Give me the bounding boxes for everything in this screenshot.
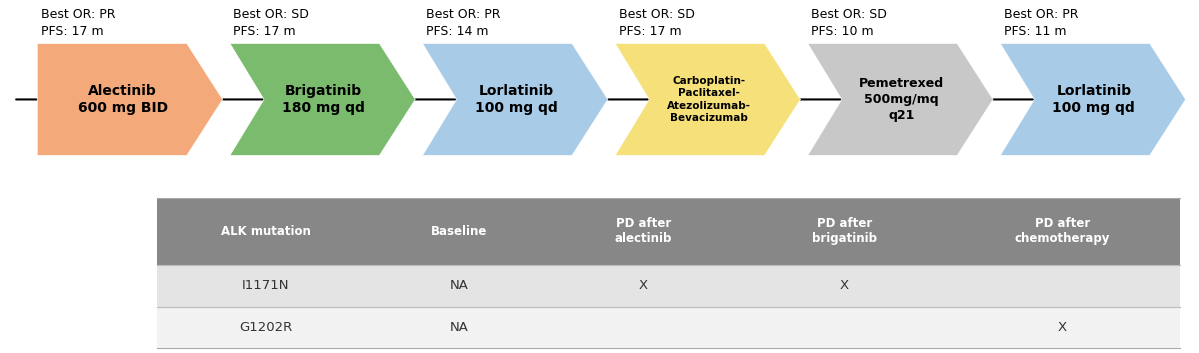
Text: X: X (839, 280, 849, 293)
Text: PFS: 17 m: PFS: 17 m (41, 25, 103, 38)
Text: PFS: 17 m: PFS: 17 m (619, 25, 681, 38)
Polygon shape (615, 43, 801, 155)
Text: Lorlatinib
100 mg qd: Lorlatinib 100 mg qd (1053, 84, 1135, 115)
Polygon shape (37, 43, 223, 155)
Text: X: X (1058, 321, 1067, 334)
Text: Carboplatin-
Paclitaxel-
Atezolizumab-
Bevacizumab: Carboplatin- Paclitaxel- Atezolizumab- B… (667, 76, 751, 123)
Text: Brigatinib
180 mg qd: Brigatinib 180 mg qd (282, 84, 364, 115)
Text: PFS: 17 m: PFS: 17 m (234, 25, 296, 38)
Text: NA: NA (450, 321, 468, 334)
Text: PD after
brigatinib: PD after brigatinib (812, 217, 876, 245)
Text: Best OR: PR: Best OR: PR (1004, 8, 1078, 21)
Polygon shape (230, 43, 415, 155)
Text: Best OR: PR: Best OR: PR (426, 8, 500, 21)
Text: Best OR: SD: Best OR: SD (619, 8, 694, 21)
Bar (157, 307, 1180, 348)
Text: G1202R: G1202R (240, 321, 293, 334)
Text: Best OR: PR: Best OR: PR (41, 8, 115, 21)
Text: PFS: 14 m: PFS: 14 m (426, 25, 488, 38)
Text: Baseline: Baseline (430, 225, 487, 238)
Text: Alectinib
600 mg BID: Alectinib 600 mg BID (78, 84, 168, 115)
Bar (157, 198, 1180, 265)
Text: Best OR: SD: Best OR: SD (812, 8, 887, 21)
Text: X: X (639, 280, 647, 293)
Text: I1171N: I1171N (242, 280, 290, 293)
Text: Lorlatinib
100 mg qd: Lorlatinib 100 mg qd (475, 84, 558, 115)
Text: ALK mutation: ALK mutation (221, 225, 311, 238)
Polygon shape (422, 43, 608, 155)
Text: Pemetrexed
500mg/mq
q21: Pemetrexed 500mg/mq q21 (858, 77, 944, 122)
Text: NA: NA (450, 280, 468, 293)
Bar (157, 265, 1180, 307)
Text: PFS: 11 m: PFS: 11 m (1004, 25, 1066, 38)
Text: PFS: 10 m: PFS: 10 m (812, 25, 874, 38)
Polygon shape (808, 43, 993, 155)
Text: PD after
chemotherapy: PD after chemotherapy (1014, 217, 1110, 245)
Polygon shape (1000, 43, 1186, 155)
Text: PD after
alectinib: PD after alectinib (614, 217, 671, 245)
Text: Best OR: SD: Best OR: SD (234, 8, 309, 21)
